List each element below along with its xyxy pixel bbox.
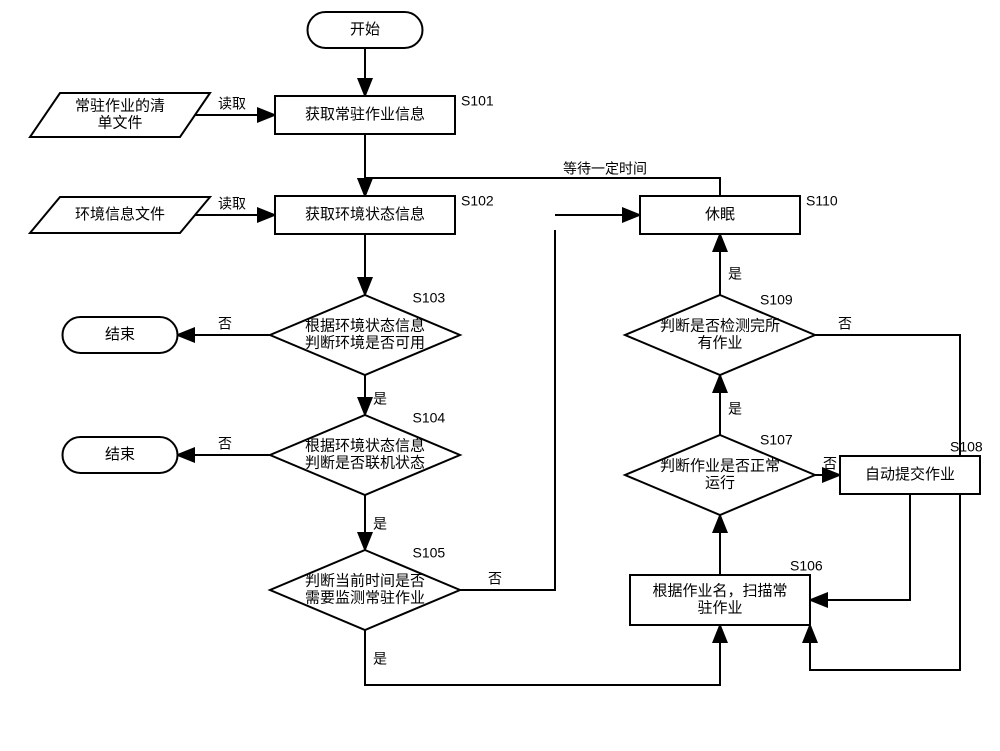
node-end1: 结束 xyxy=(63,317,178,353)
svg-text:S101: S101 xyxy=(461,93,494,109)
svg-text:获取环境状态信息: 获取环境状态信息 xyxy=(305,205,425,223)
svg-text:S107: S107 xyxy=(760,432,793,448)
node-s106: 根据作业名，扫描常驻作业 xyxy=(630,575,810,625)
svg-text:运行: 运行 xyxy=(705,474,735,491)
svg-text:休眠: 休眠 xyxy=(705,206,735,223)
svg-text:否: 否 xyxy=(823,456,837,472)
node-end2: 结束 xyxy=(63,437,178,473)
svg-text:是: 是 xyxy=(728,266,742,282)
edge-s108-s106 xyxy=(810,494,910,600)
svg-text:S104: S104 xyxy=(413,410,446,426)
node-start: 开始 xyxy=(308,12,423,48)
svg-text:否: 否 xyxy=(218,316,232,332)
svg-text:根据作业名，扫描常: 根据作业名，扫描常 xyxy=(652,582,787,599)
svg-text:根据环境状态信息: 根据环境状态信息 xyxy=(305,436,425,454)
flowchart: 开始常驻作业的清单文件获取常驻作业信息环境信息文件获取环境状态信息休眠结束根据环… xyxy=(0,0,1000,751)
svg-text:需要监测常驻作业: 需要监测常驻作业 xyxy=(305,589,425,606)
svg-text:根据环境状态信息: 根据环境状态信息 xyxy=(305,316,425,334)
svg-text:S102: S102 xyxy=(461,193,494,209)
svg-text:判断作业是否正常: 判断作业是否正常 xyxy=(660,457,780,474)
svg-text:S106: S106 xyxy=(790,558,823,574)
svg-text:是: 是 xyxy=(373,651,387,667)
svg-text:单文件: 单文件 xyxy=(97,114,142,131)
svg-text:S108: S108 xyxy=(950,439,983,455)
node-s101: 获取常驻作业信息 xyxy=(275,96,455,134)
svg-text:结束: 结束 xyxy=(105,326,135,343)
svg-text:读取: 读取 xyxy=(218,96,246,112)
node-file2: 环境信息文件 xyxy=(30,197,210,233)
svg-text:常驻作业的清: 常驻作业的清 xyxy=(75,97,165,114)
svg-text:获取常驻作业信息: 获取常驻作业信息 xyxy=(305,106,425,123)
svg-text:S105: S105 xyxy=(413,545,446,561)
svg-text:S109: S109 xyxy=(760,292,793,308)
svg-text:驻作业: 驻作业 xyxy=(697,599,742,616)
svg-text:否: 否 xyxy=(838,316,852,332)
svg-text:否: 否 xyxy=(488,571,502,587)
svg-text:结束: 结束 xyxy=(105,446,135,463)
edge-s105-s106 xyxy=(365,625,720,685)
svg-text:自动提交作业: 自动提交作业 xyxy=(865,465,955,483)
svg-text:有作业: 有作业 xyxy=(697,334,742,351)
edge-s110-s102 xyxy=(365,178,720,196)
svg-text:S103: S103 xyxy=(413,290,446,306)
svg-text:是: 是 xyxy=(728,401,742,417)
node-s104: 根据环境状态信息判断是否联机状态 xyxy=(270,415,460,495)
edge-s105-s110 xyxy=(460,215,640,590)
node-s110: 休眠 xyxy=(640,196,800,234)
svg-text:是: 是 xyxy=(373,516,387,532)
svg-text:等待一定时间: 等待一定时间 xyxy=(563,161,647,177)
svg-text:开始: 开始 xyxy=(350,21,380,38)
svg-text:是: 是 xyxy=(373,391,387,407)
node-s108: 自动提交作业 xyxy=(840,456,980,494)
node-file1: 常驻作业的清单文件 xyxy=(30,93,210,137)
node-s105: 判断当前时间是否需要监测常驻作业 xyxy=(270,550,460,630)
edge-s109-s106 xyxy=(810,335,960,670)
svg-text:判断是否检测完所: 判断是否检测完所 xyxy=(660,317,780,334)
node-s102: 获取环境状态信息 xyxy=(275,196,455,234)
svg-text:环境信息文件: 环境信息文件 xyxy=(75,205,165,223)
svg-text:判断当前时间是否: 判断当前时间是否 xyxy=(305,572,425,589)
svg-text:S110: S110 xyxy=(806,193,838,209)
node-s103: 根据环境状态信息判断环境是否可用 xyxy=(270,295,460,375)
svg-text:判断环境是否可用: 判断环境是否可用 xyxy=(305,333,425,351)
svg-text:否: 否 xyxy=(218,436,232,452)
svg-text:读取: 读取 xyxy=(218,196,246,212)
svg-text:判断是否联机状态: 判断是否联机状态 xyxy=(305,454,425,471)
